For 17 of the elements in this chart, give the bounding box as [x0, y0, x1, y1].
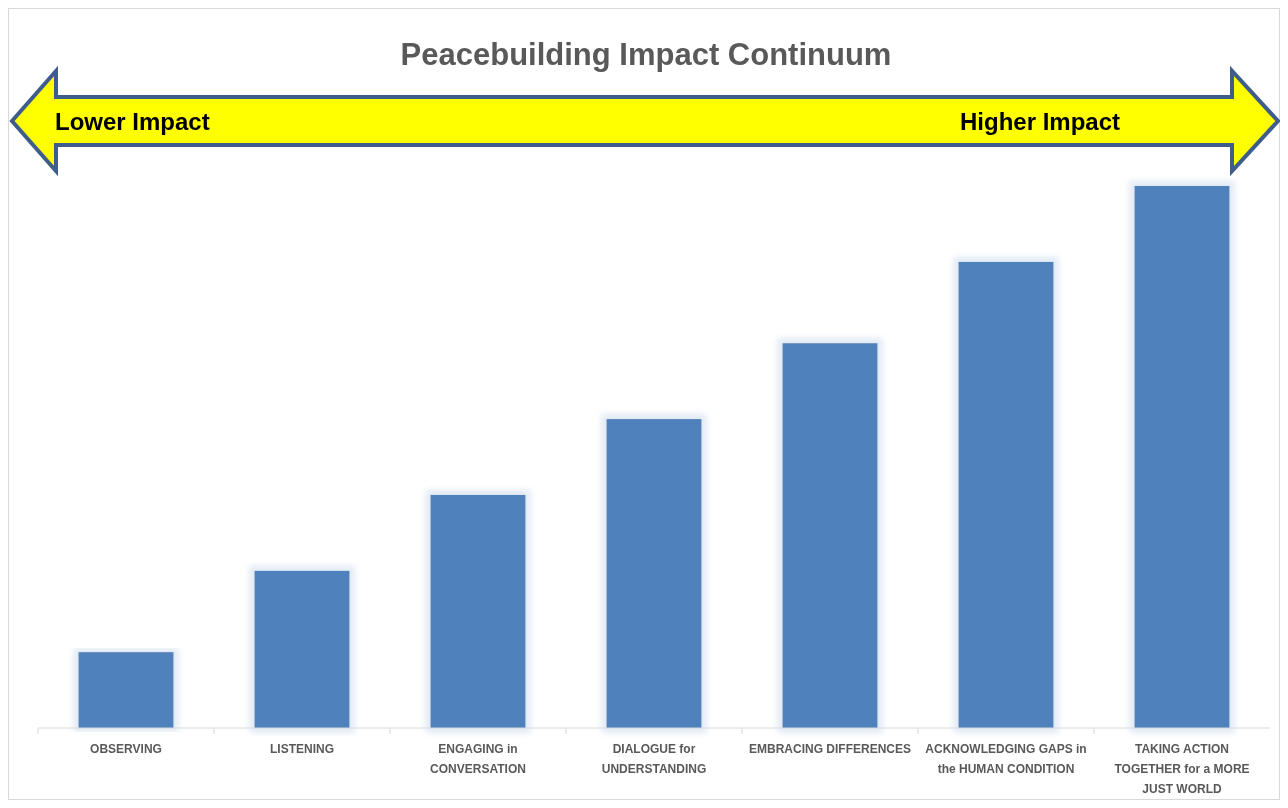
x-tick-label: LISTENING	[269, 742, 335, 756]
bar	[430, 494, 526, 728]
chart-title: Peacebuilding Impact Continuum	[400, 37, 892, 72]
x-tick-label: EMBRACING DIFFERENCES	[748, 742, 912, 756]
bar	[254, 570, 350, 728]
bar	[78, 652, 174, 728]
x-tick-label: ACKNOWLEDGING GAPS in the HUMAN CONDITION	[925, 742, 1087, 776]
x-tick-label: TAKING ACTION TOGETHER for a MORE JUST WORLD	[1114, 742, 1250, 796]
bar	[606, 419, 702, 728]
bar	[958, 261, 1054, 728]
x-tick-label: ENGAGING in CONVERSATION	[430, 742, 526, 776]
text: Higher Impact	[959, 108, 1121, 135]
text: Lower Impact	[55, 108, 210, 135]
x-tick-label: DIALOGUE for UNDERSTANDING	[601, 742, 707, 776]
x-tick-label: OBSERVING	[90, 742, 162, 756]
bar	[1134, 186, 1230, 728]
bar	[782, 343, 878, 728]
